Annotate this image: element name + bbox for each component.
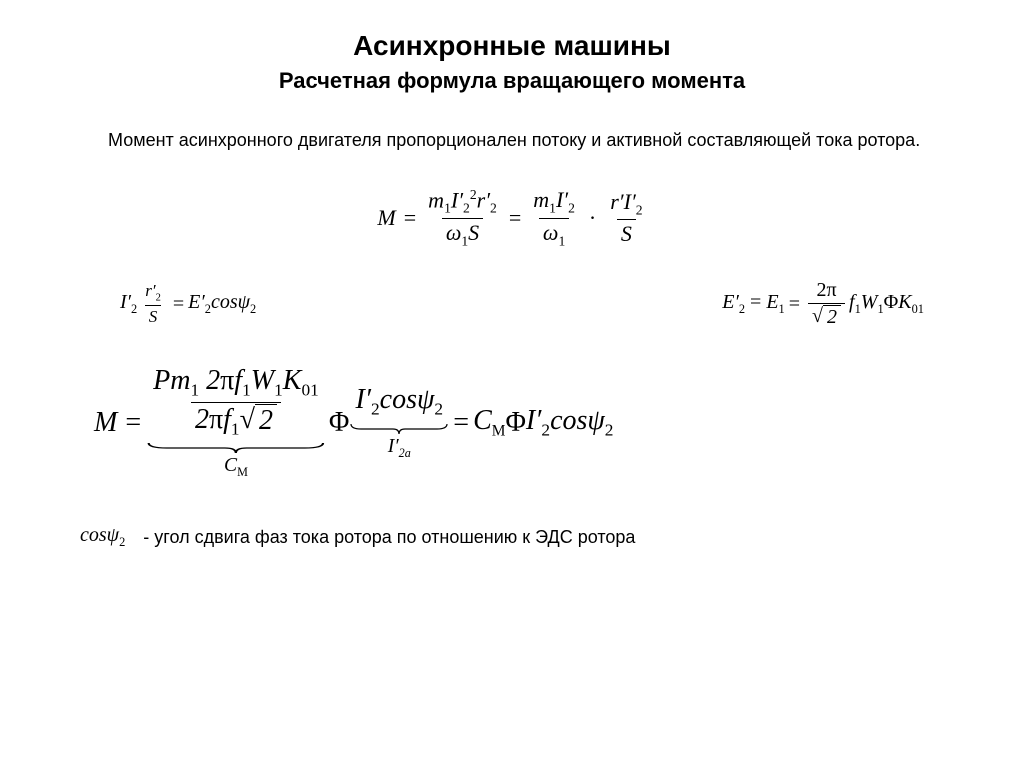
brace-icon [349,422,449,436]
cos-psi2-description: - угол сдвига фаз тока ротора по отношен… [143,527,635,548]
underbrace-label-CM: CM [224,455,248,480]
equation-pair-row: I′2 r′2 S = E′2cosψ2 E′2 = E1 = 2π √2 f1… [60,279,964,329]
underbrace-CM: Pm1 2πf1W1K01 2πf1√2 CM [145,365,327,480]
fraction-1: m1I′22r′2 ω1S [424,187,501,249]
definition-cos-psi2: cosψ2 - угол сдвига фаз тока ротора по о… [60,524,964,550]
page-title: Асинхронные машины [60,30,964,62]
equation-I2-r2s: I′2 r′2 S = E′2cosψ2 [120,281,256,326]
var-M-big: M [90,407,121,439]
equation-torque-expanded: M = Pm1 2πf1W1K01 2πf1√2 CM Φ I′2cosψ2 [60,365,964,480]
fraction-2b: r′I′2 S [606,189,646,247]
equation-E2-E1: E′2 = E1 = 2π √2 f1W1ΦK01 [722,279,924,329]
page-subtitle: Расчетная формула вращающего момента [60,68,964,94]
brace-icon [145,441,327,455]
underbrace-label-I2a: I′2a [388,436,411,461]
intro-paragraph: Момент асинхронного двигателя пропорцион… [60,130,964,151]
underbrace-I2a: I′2cosψ2 I′2a [349,384,449,461]
equation-torque-main: M = m1I′22r′2 ω1S = m1I′2 ω1 · r′I′2 S [60,187,964,249]
cos-psi2-symbol: cosψ2 [80,524,125,550]
var-M: M [373,205,399,231]
fraction-2a: m1I′2 ω1 [529,187,579,249]
